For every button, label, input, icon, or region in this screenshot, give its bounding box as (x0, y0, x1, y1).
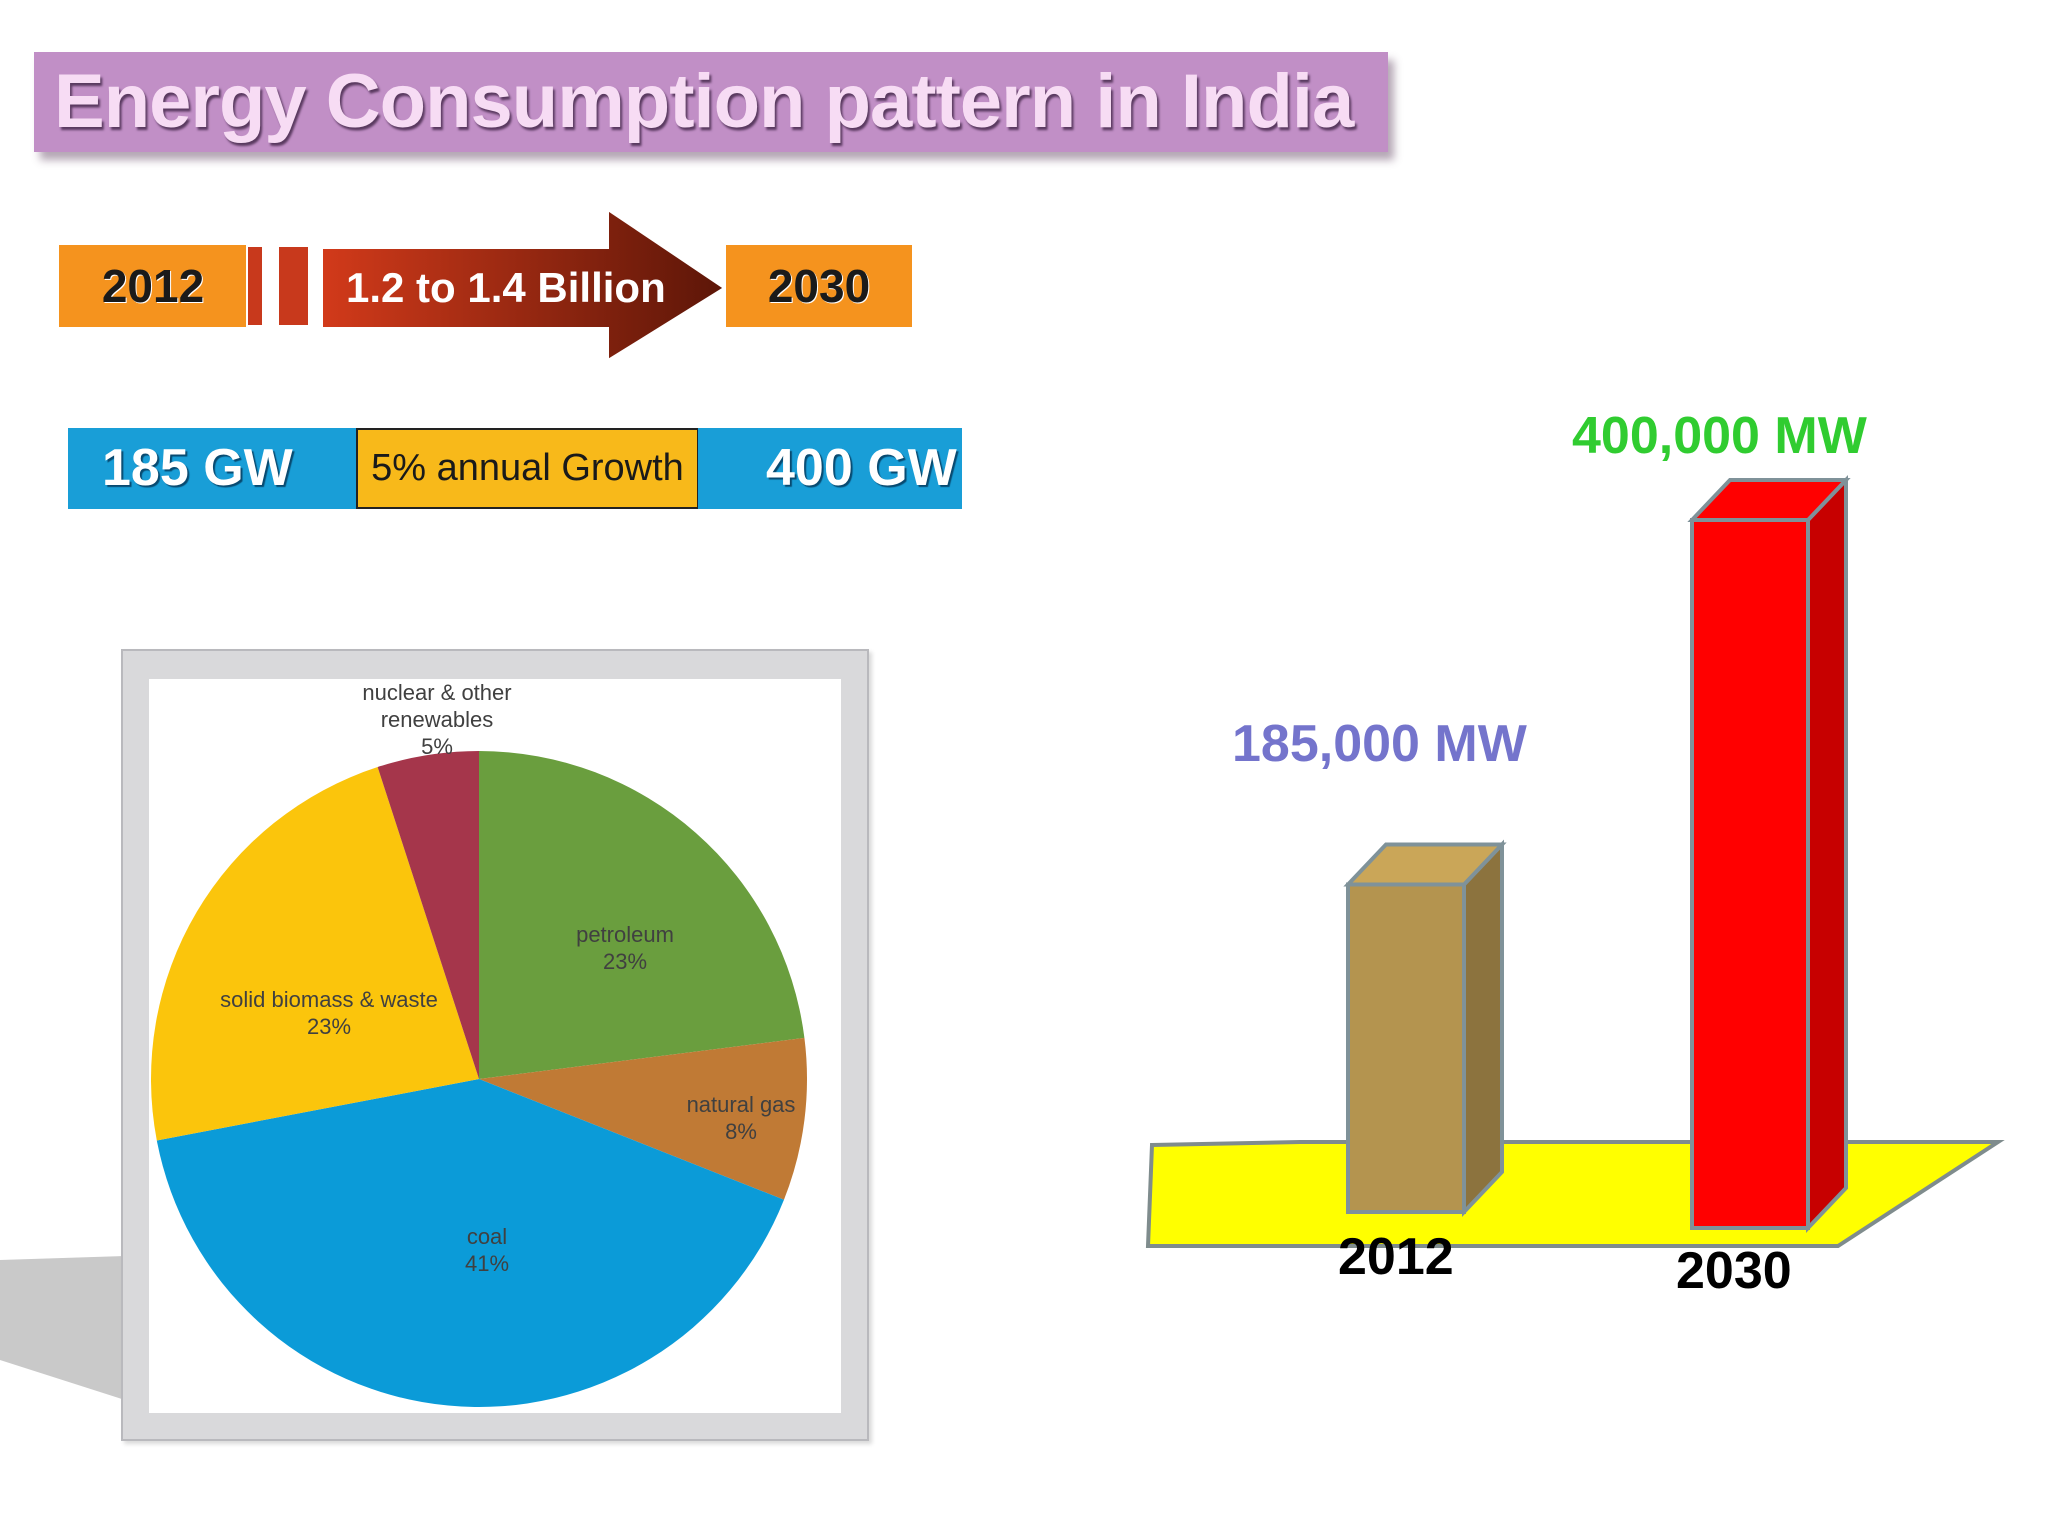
bar-category-label-2012: 2012 (1338, 1228, 1454, 1286)
pie-slice-petroleum (479, 751, 805, 1079)
pie-label-value: 23% (306, 1014, 352, 1039)
pie-label-petroleum: petroleum 23% (576, 921, 674, 975)
pie-label-natural-gas: natural gas 8% (687, 1091, 796, 1145)
bar-side-2030 (1806, 474, 1848, 1234)
pie-slice-solid-biomass-waste (151, 767, 479, 1141)
pie-label-coal: coal 41% (465, 1223, 509, 1277)
pie-slice-coal (156, 1079, 784, 1407)
population-growth-arrow (321, 208, 726, 362)
pie-label-value: 5% (421, 734, 453, 759)
capacity-end: 400 GW (698, 428, 962, 509)
pie-label-text: coal (466, 1224, 508, 1249)
pie-label-value: 41% (464, 1251, 510, 1276)
population-end-year: 2030 (726, 245, 912, 327)
pie-label-text: solid biomass & waste (220, 987, 438, 1012)
bar-value-label-2030: 400,000 MW (1572, 407, 1867, 465)
pie-label-text: natural gas (686, 1092, 796, 1117)
pie-label-value: 8% (725, 1119, 757, 1144)
bar-category-label-2030: 2030 (1676, 1242, 1792, 1300)
population-start-year: 2012 (59, 245, 247, 327)
decorative-shadow-wedge (0, 1256, 125, 1400)
bar-side-2012 (1462, 839, 1504, 1218)
bar-front-2030 (1690, 518, 1810, 1230)
pie-slice-nuclear-other-renewables (377, 751, 479, 1079)
bar-top-2012 (1343, 842, 1507, 887)
chart-floor (1145, 1140, 2005, 1248)
pie-slice-natural-gas (479, 1037, 807, 1200)
population-range-label: 1.2 to 1.4 Billion (346, 264, 666, 311)
pie-label-text: nuclear & other renewables (362, 680, 512, 732)
pie-chart (151, 751, 807, 1407)
pie-label-text: petroleum (576, 922, 674, 947)
bar-front-2012 (1346, 882, 1466, 1214)
capacity-start: 185 GW (68, 428, 358, 509)
page-title: Energy Consumption pattern in India (54, 59, 1354, 144)
pie-chart-frame: nuclear & other renewables 5% petroleum … (121, 649, 869, 1441)
bar-top-2030 (1687, 478, 1851, 522)
pie-chart-area: nuclear & other renewables 5% petroleum … (149, 679, 841, 1413)
bar-value-label-2012: 185,000 MW (1232, 715, 1527, 773)
title-banner: Energy Consumption pattern in India (34, 52, 1388, 152)
pie-label-biomass: solid biomass & waste 23% (220, 986, 438, 1040)
tick-marker (246, 245, 264, 327)
tick-marker (277, 245, 310, 327)
growth-rate-label: 5% annual Growth (356, 428, 699, 509)
pie-label-nuclear: nuclear & other renewables 5% (342, 679, 532, 760)
pie-label-value: 23% (602, 949, 648, 974)
capacity-bar-chart (1145, 474, 2005, 1248)
